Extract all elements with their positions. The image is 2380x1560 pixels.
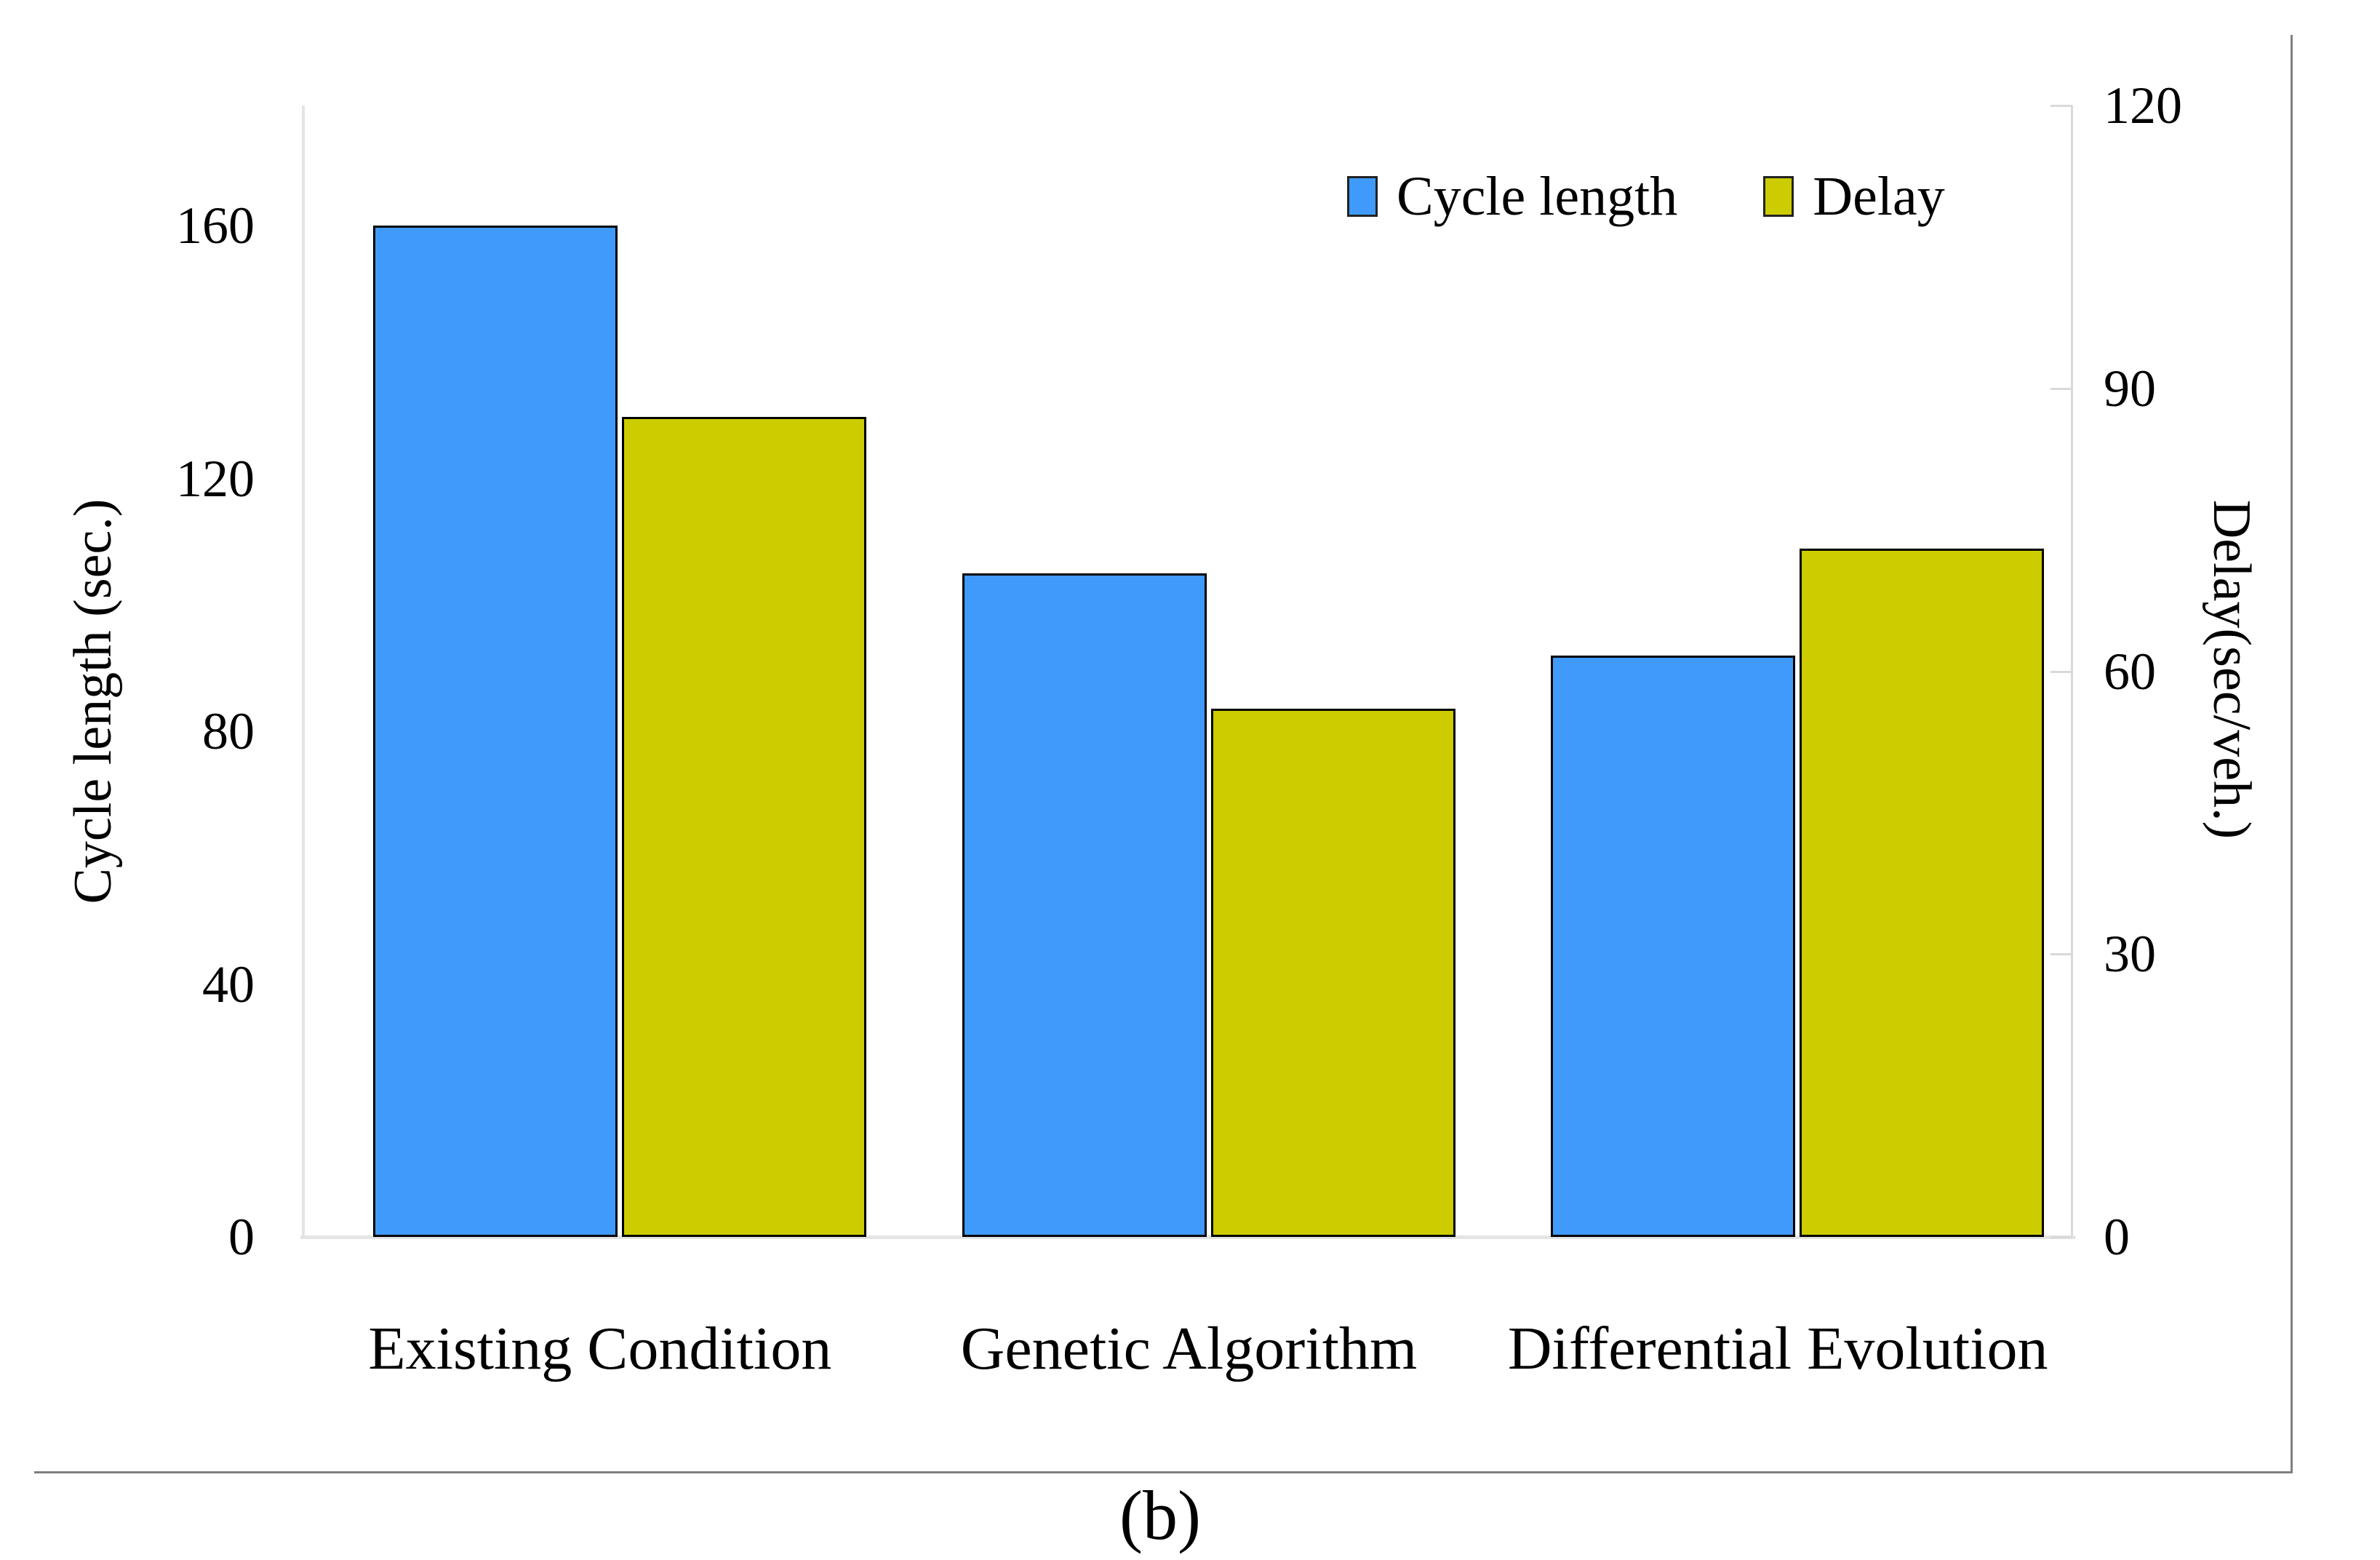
figure-border-bottom <box>34 1471 2293 1473</box>
delay-bar <box>621 416 866 1237</box>
cycle-length-bar <box>1551 655 1796 1237</box>
legend-label: Cycle length <box>1397 166 1678 227</box>
right-axis-tick-label: 30 <box>2104 925 2156 984</box>
left-axis-line <box>302 106 305 1239</box>
right-axis-tick-mark <box>2050 105 2072 107</box>
right-axis-tick-label: 60 <box>2104 642 2156 701</box>
figure-caption: (b) <box>1119 1476 1201 1554</box>
delay-bar <box>1210 709 1455 1237</box>
right-axis-tick-label: 90 <box>2104 359 2156 418</box>
legend-item-cycle-length: Cycle length <box>1347 169 1677 224</box>
cycle-length-bar <box>962 573 1207 1237</box>
legend-item-delay: Delay <box>1763 166 1945 227</box>
right-axis-tick-mark <box>2050 387 2072 390</box>
category-label: Genetic Algorithm <box>960 1315 1418 1382</box>
cycle-length-bar <box>372 226 618 1237</box>
right-axis-title: Delay(sec/veh.) <box>2202 499 2261 840</box>
legend-label: Delay <box>1813 166 1945 227</box>
x-axis-line <box>300 1235 2075 1239</box>
category-label: Differential Evolution <box>1507 1315 2048 1382</box>
delay-bar <box>1800 549 2045 1237</box>
left-axis-tick-label: 120 <box>176 449 255 508</box>
right-axis-tick-mark <box>2050 953 2072 956</box>
left-axis-tick-label: 0 <box>228 1208 255 1266</box>
delay-swatch-icon <box>1763 176 1794 217</box>
left-axis-tick-label: 160 <box>176 196 255 255</box>
left-axis-title: Cycle length (sec.) <box>63 498 123 904</box>
right-axis-tick-label: 0 <box>2104 1208 2130 1266</box>
left-axis-tick-label: 40 <box>202 955 255 1014</box>
left-axis-tick-label: 80 <box>202 702 255 761</box>
right-axis-tick-mark <box>2050 670 2072 673</box>
category-label: Existing Condition <box>368 1315 832 1382</box>
right-axis-tick-label: 120 <box>2104 76 2182 135</box>
right-axis-tick-mark <box>2050 1236 2072 1238</box>
cycle-length-swatch-icon <box>1347 176 1378 217</box>
legend: Cycle length Delay <box>1347 169 1945 224</box>
figure-border-right <box>2291 35 2293 1473</box>
